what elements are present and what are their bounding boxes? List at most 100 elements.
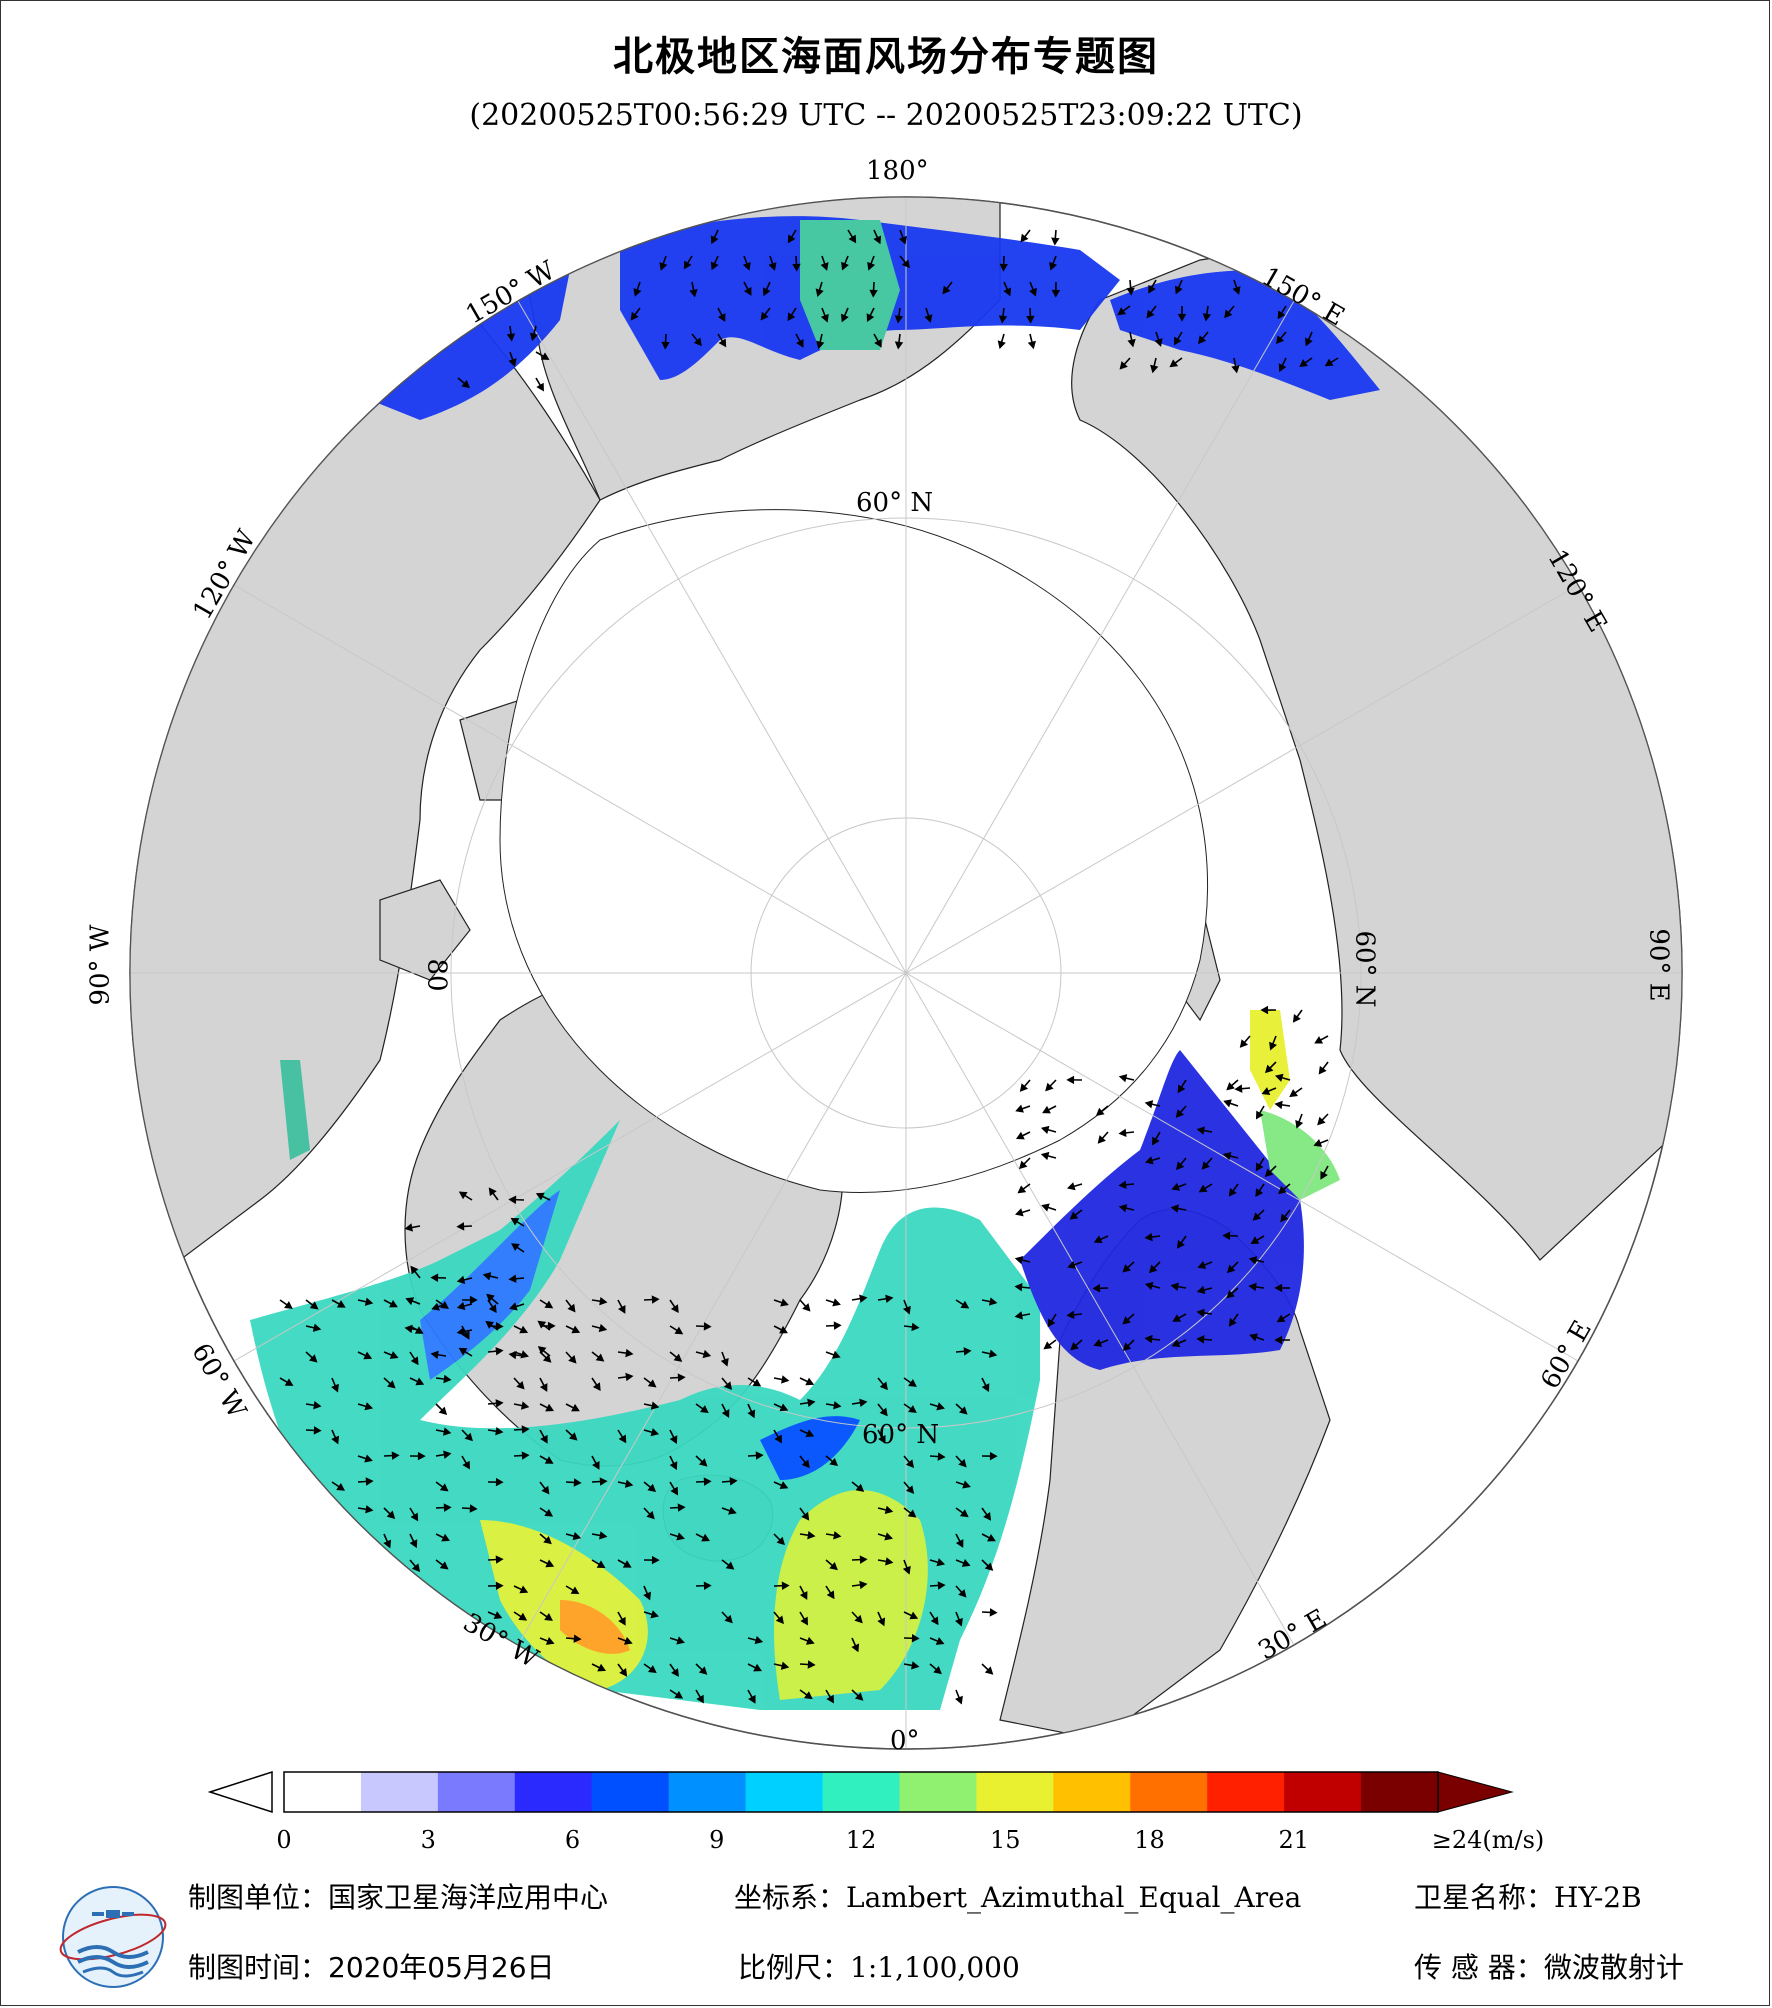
wind-arrow-head [643,1591,651,1601]
wind-arrow-head [815,288,824,297]
wind-arrow-head [509,1302,518,1311]
wind-arrow-head [1015,1208,1024,1217]
wind-arrow-head [999,263,1008,272]
wind-arrow-head [698,1666,708,1675]
wind-arrow-head [859,1398,868,1407]
wind-arrow-head [495,1346,504,1356]
wind-arrow-head [1144,1281,1154,1291]
wind-arrow-head [1255,1188,1264,1198]
wind-arrow-head [807,1660,816,1669]
label-lon-0: 0° [890,1726,920,1756]
wind-arrow-head [508,1195,517,1204]
wind-arrow-head [1015,1104,1024,1113]
swath-hudson-bay [280,1060,310,1160]
colorbar-cell [976,1772,1054,1812]
wind-arrow-head [545,1559,555,1568]
wind-arrow-head [1026,315,1035,324]
wind-arrow-head [673,1353,683,1362]
wind-arrow-head [1274,1335,1283,1345]
wind-arrow-head [309,1301,319,1310]
wind-arrow-head [958,1589,967,1598]
wind-arrow-head [1069,1211,1079,1220]
wind-arrow-head [669,1461,678,1471]
wind-arrow-head [1093,1339,1103,1347]
wind-arrow-head [752,1378,762,1387]
wind-arrow-head [1148,1264,1158,1274]
wind-arrow-head [1170,1282,1179,1291]
wind-arrow-head [879,1407,888,1417]
wind-arrow-head [383,1539,392,1549]
wind-arrow-head [495,1581,504,1591]
wind-arrow-head [536,382,544,392]
wind-arrow-head [535,1192,545,1201]
wind-arrow-head [698,1458,708,1467]
wind-arrow-head [981,1383,990,1393]
wind-arrow-head [456,1301,466,1311]
wind-arrow-head [742,261,751,271]
wind-arrow-head [1047,1318,1056,1328]
colorbar-tick-label: ≥24(m/s) [1431,1826,1545,1854]
wind-arrow-head [854,1614,863,1624]
wind-arrow-head [617,1305,626,1314]
wind-arrow-head [902,1305,911,1315]
wind-arrow-head [884,1505,894,1514]
wind-arrow-head [572,1532,582,1541]
wind-arrow-head [676,1636,685,1645]
wind-arrow-head [1144,1156,1154,1165]
wind-arrow-head [1003,287,1012,297]
wind-arrow-head [699,1405,709,1414]
time-range: (20200525T00:56:29 UTC -- 20200525T23:09… [469,98,1303,133]
wind-arrow-head [1276,1314,1286,1323]
label-lat-60-right: 60° N [1349,930,1380,1008]
wind-arrow-head [518,1612,528,1621]
footer-date: 制图时间：2020年05月26日 [188,1946,555,1986]
colorbar-tick-label: 18 [1134,1826,1165,1854]
swath-kara-yellow [1250,1010,1290,1110]
wind-arrow-head [1070,1342,1079,1351]
wind-arrow-head [1067,1260,1077,1269]
wind-arrow-head [365,1477,374,1486]
swath-norwegian-blue [760,1416,860,1480]
wind-arrow-head [1201,1161,1210,1170]
wind-arrow-head [911,1661,920,1670]
wind-arrow-head [1318,1065,1327,1075]
wind-arrow-head [1324,358,1334,367]
wind-arrow-head [1171,1182,1181,1191]
wind-arrow-head [567,1303,576,1313]
wind-arrows [279,229,1339,1705]
wind-arrow-head [495,1322,504,1331]
wind-arrow-head [521,1425,530,1434]
wind-arrow-head [1313,1138,1323,1147]
wind-arrow-head [485,1320,494,1329]
wind-arrow-head [1172,1314,1182,1322]
wind-arrow-head [720,1357,729,1367]
wind-arrow-head [874,338,882,348]
wind-arrow-head [331,1435,340,1445]
wind-arrow-head [573,1478,582,1487]
wind-arrow-head [659,262,668,271]
wind-arrow-head [486,1293,495,1302]
wind-arrow-head [718,338,727,348]
wind-arrow-head [430,1273,439,1282]
wind-arrow-head [1250,1236,1260,1244]
wind-arrow-head [1066,1182,1076,1191]
wind-arrow-head [829,1457,839,1467]
wind-arrow-head [803,1691,813,1700]
wind-arrow-head [1202,313,1212,322]
wind-arrow-head [1043,1341,1053,1350]
wind-arrow-head [544,1508,554,1517]
wind-arrow-head [1196,1308,1205,1318]
wind-arrow-head [495,1426,504,1436]
wind-arrow-head [911,1634,920,1643]
wind-arrow-head [537,1320,547,1329]
wind-arrow-head [747,1409,756,1419]
wind-arrow-head [724,1614,733,1624]
wind-arrow-head [753,1663,762,1672]
wind-arrow-head [1040,1125,1050,1134]
wind-arrow-head [387,1380,396,1389]
wind-arrow-head [544,1612,553,1621]
wind-arrow-head [859,1294,868,1303]
wind-arrow-head [802,1303,811,1312]
wind-arrow-head [1042,1105,1051,1114]
wind-arrow-head [800,1616,808,1626]
